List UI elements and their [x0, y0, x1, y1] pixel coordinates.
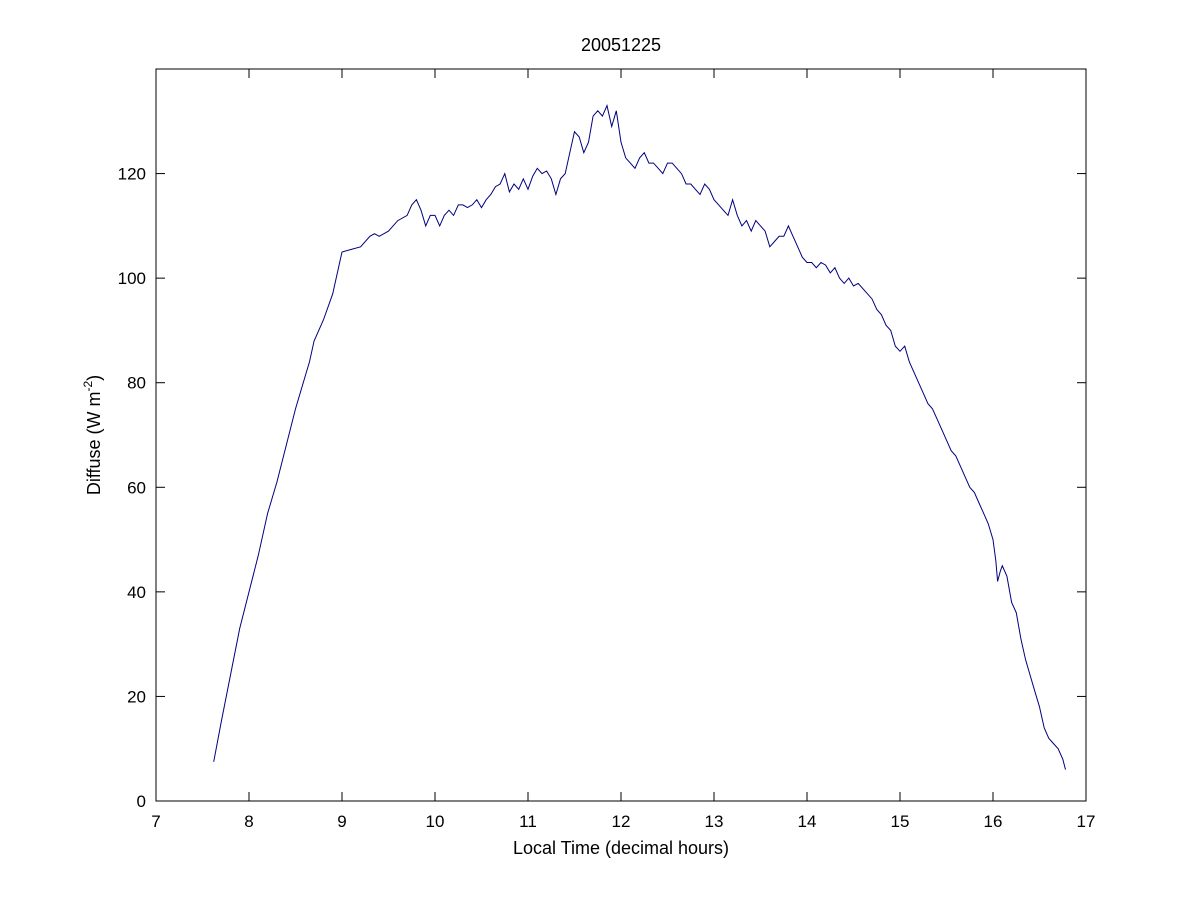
x-tick-label: 7 — [151, 812, 160, 831]
y-tick-label: 120 — [118, 165, 146, 184]
plot-frame — [155, 68, 1087, 802]
x-tick-label: 16 — [984, 812, 1003, 831]
y-tick-label: 20 — [127, 687, 146, 706]
y-tick-label: 100 — [118, 269, 146, 288]
x-tick-label: 10 — [426, 812, 445, 831]
x-tick-label: 8 — [244, 812, 253, 831]
x-tick-label: 17 — [1077, 812, 1096, 831]
x-tick-label: 12 — [612, 812, 631, 831]
x-tick-label: 9 — [337, 812, 346, 831]
x-tick-label: 14 — [798, 812, 817, 831]
y-axis-label-main: Diffuse (W m — [84, 391, 104, 495]
y-axis-label-superscript: -2 — [81, 380, 95, 391]
x-tick-label: 15 — [891, 812, 910, 831]
x-tick-label: 13 — [705, 812, 724, 831]
y-tick-label: 80 — [127, 374, 146, 393]
y-tick-label: 40 — [127, 583, 146, 602]
y-tick-label: 0 — [137, 792, 146, 811]
x-axis-label: Local Time (decimal hours) — [513, 838, 729, 858]
diffuse-series-line — [213, 104, 1066, 770]
y-axis-label-close: ) — [84, 375, 104, 381]
x-axis-ticks: 7 8 9 10 11 12 13 14 15 16 17 — [151, 69, 1095, 831]
y-tick-label: 60 — [127, 478, 146, 497]
chart-title: 20051225 — [581, 35, 661, 55]
plot-background — [156, 69, 1086, 801]
y-axis-label: Diffuse (W m-2) — [81, 375, 104, 495]
x-tick-label: 11 — [519, 812, 537, 831]
y-axis-ticks: 0 20 40 60 80 100 120 — [118, 165, 1086, 811]
